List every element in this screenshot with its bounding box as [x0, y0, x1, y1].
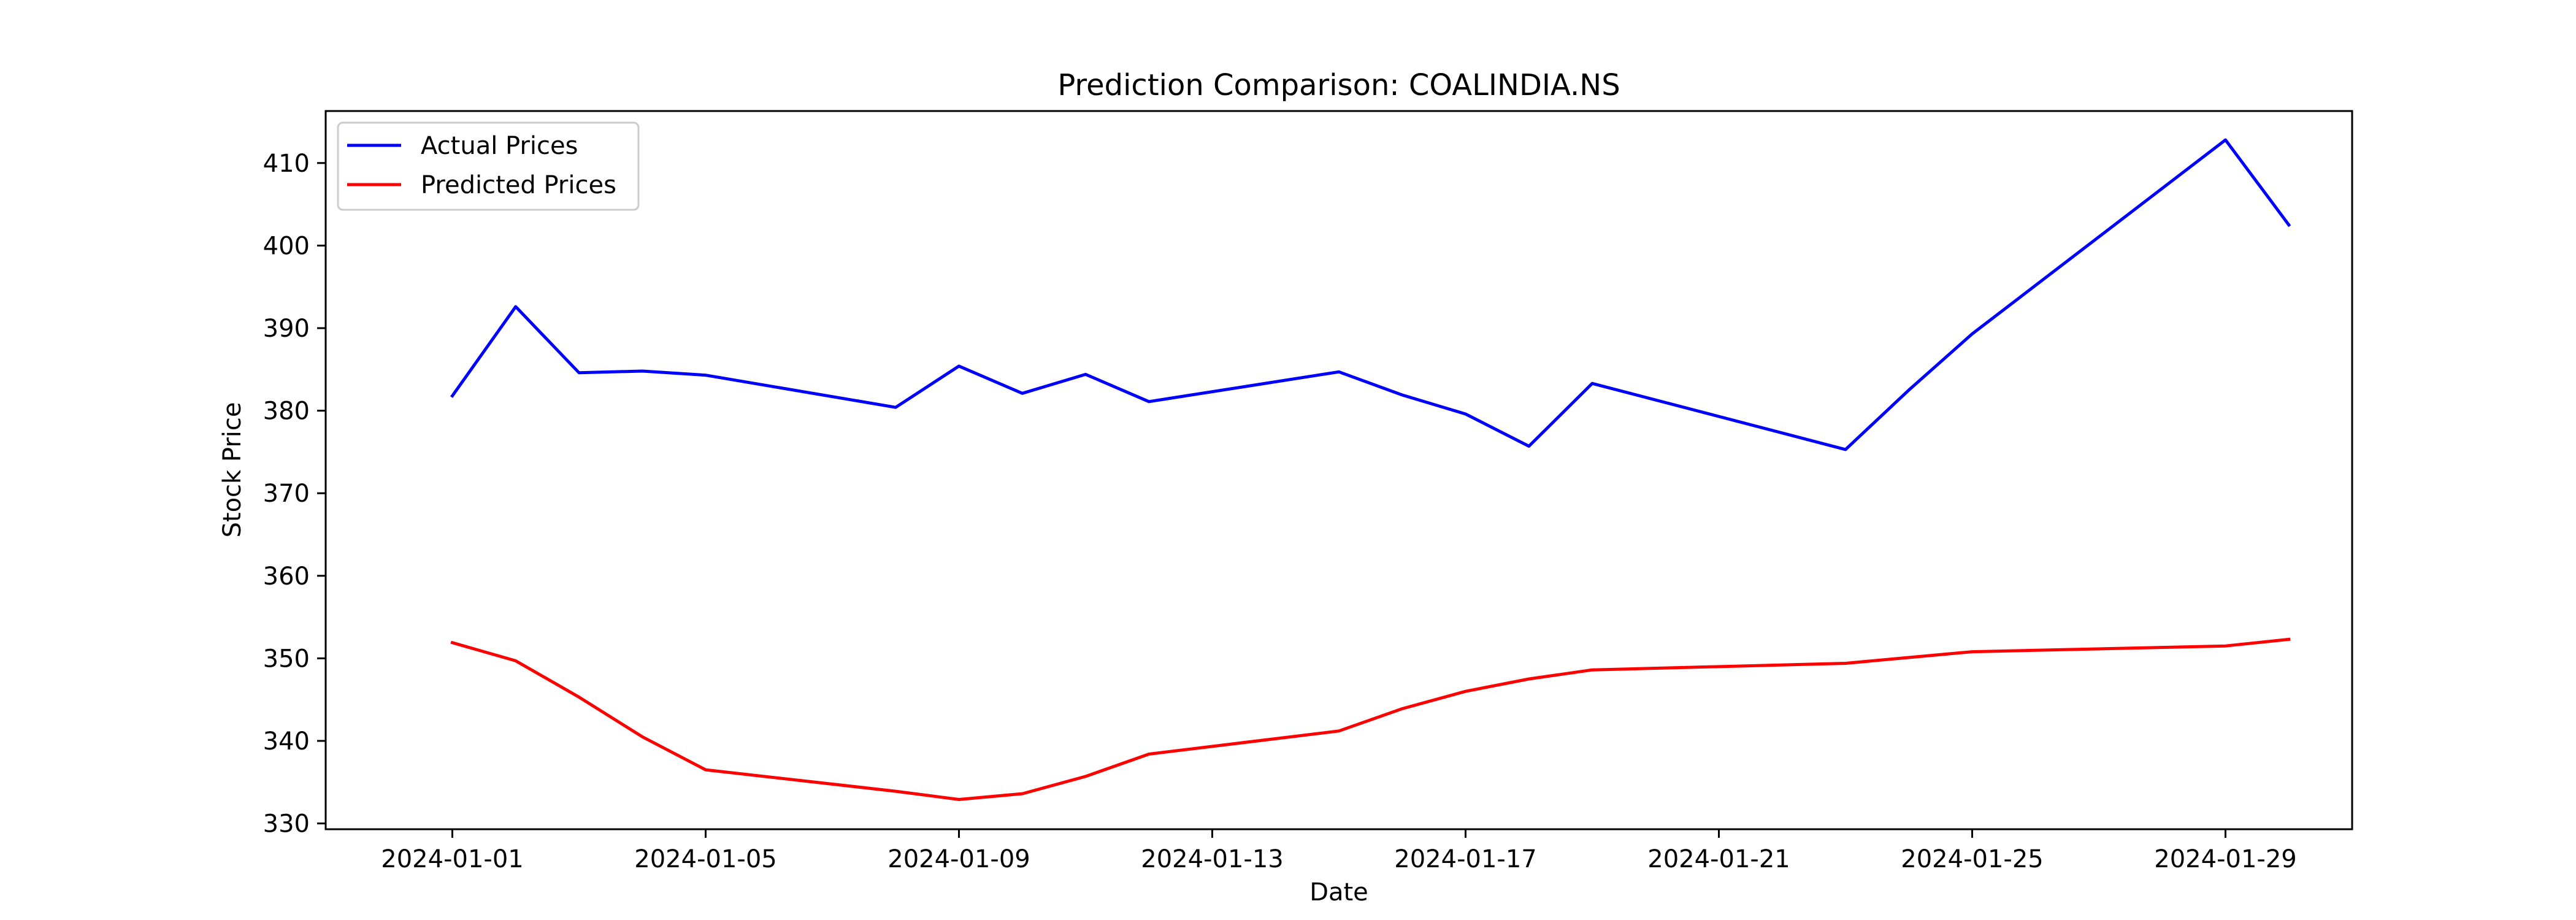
plot-frame — [324, 110, 2353, 830]
y-tick-label: 370 — [263, 480, 310, 508]
legend-label-actual-prices: Actual Prices — [421, 132, 578, 160]
y-axis-ticks: 330 340 350 360 370 380 390 400 410 — [263, 150, 326, 838]
series-line-actual-prices — [450, 138, 2291, 451]
x-axis-label: Date — [1309, 878, 1368, 907]
legend-label-predicted-prices: Predicted Prices — [421, 171, 616, 199]
x-tick-label: 2024-01-21 — [1647, 845, 1790, 873]
x-tick-label: 2024-01-13 — [1141, 845, 1283, 873]
y-axis-label: Stock Price — [218, 402, 247, 538]
x-tick-label: 2024-01-05 — [634, 845, 776, 873]
series-line-predicted-prices — [450, 637, 2291, 801]
x-tick-label: 2024-01-17 — [1394, 845, 1536, 873]
series-lines — [450, 138, 2291, 801]
y-tick-label: 330 — [263, 810, 310, 838]
x-tick-label: 2024-01-01 — [381, 845, 523, 873]
y-tick-label: 410 — [263, 150, 310, 178]
x-tick-label: 2024-01-29 — [2154, 845, 2296, 873]
chart-title: Prediction Comparison: COALINDIA.NS — [1057, 68, 1620, 102]
y-tick-label: 350 — [263, 645, 310, 673]
x-tick-label: 2024-01-25 — [1901, 845, 2043, 873]
legend: Actual Prices Predicted Prices — [337, 121, 640, 211]
y-tick-label: 340 — [263, 727, 310, 756]
legend-box — [337, 121, 640, 211]
y-tick-label: 400 — [263, 232, 310, 260]
x-tick-label: 2024-01-09 — [887, 845, 1030, 873]
y-tick-label: 360 — [263, 562, 310, 591]
y-tick-label: 380 — [263, 397, 310, 426]
y-tick-label: 390 — [263, 315, 310, 343]
x-axis-ticks: 2024-01-01 2024-01-05 2024-01-09 2024-01-13… — [381, 829, 2297, 873]
